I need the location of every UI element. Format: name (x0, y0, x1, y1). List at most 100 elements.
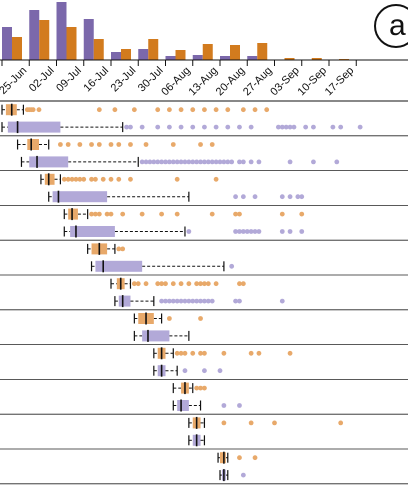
x-tick-label: 02-Jul (27, 65, 57, 95)
outlier-point (311, 159, 316, 165)
outlier-point (272, 420, 277, 426)
outlier-point (283, 124, 289, 130)
iqr-box (44, 173, 55, 185)
outlier-point (186, 298, 192, 304)
box-row (153, 364, 223, 377)
outlier-point (229, 159, 235, 165)
outlier-point (93, 211, 98, 217)
outlier-point (159, 211, 165, 217)
outlier-point (248, 229, 254, 234)
outlier-point (178, 281, 184, 287)
outlier-point (166, 316, 172, 321)
outlier-point (166, 298, 172, 304)
outlier-point (178, 159, 184, 165)
outlier-point (252, 107, 258, 113)
outlier-point (205, 159, 211, 165)
outlier-point (93, 176, 98, 182)
bar (230, 45, 240, 60)
outlier-point (213, 107, 219, 113)
box-row (217, 451, 258, 464)
outlier-point (163, 159, 168, 165)
outlier-point (287, 124, 293, 130)
outlier-point (299, 194, 305, 200)
bar (29, 10, 40, 60)
outlier-point (194, 385, 200, 391)
x-tick-label: 23-Jul (109, 65, 139, 95)
box-row (16, 138, 215, 151)
x-tick-label: 17-Sep (323, 65, 357, 99)
outlier-point (209, 211, 215, 217)
outlier-point (279, 229, 285, 234)
bar (165, 56, 176, 60)
outlier-point (174, 211, 180, 217)
outlier-point (225, 107, 231, 113)
iqr-box (220, 452, 226, 464)
bar (247, 56, 258, 60)
outlier-point (190, 159, 196, 165)
outlier-point (240, 229, 246, 234)
outlier-point (190, 124, 196, 130)
bar (148, 39, 159, 60)
outlier-point (237, 455, 242, 461)
box-chart (0, 103, 408, 485)
outlier-point (182, 159, 188, 165)
outlier-point (89, 176, 94, 182)
outlier-point (159, 281, 165, 287)
x-tick-label: 03-Sep (268, 65, 302, 99)
box-row (153, 347, 293, 360)
outlier-point (213, 159, 219, 165)
bar (284, 58, 295, 60)
outlier-point (143, 142, 149, 147)
outlier-point (108, 176, 114, 182)
outlier-point (163, 281, 168, 287)
outlier-point (139, 124, 145, 130)
outlier-point (202, 281, 207, 287)
outlier-point (73, 176, 79, 182)
outlier-point (131, 281, 137, 287)
outlier-point (240, 281, 246, 287)
outlier-point (205, 281, 211, 287)
x-tick-label: 13-Aug (187, 65, 221, 99)
outlier-point (128, 176, 133, 182)
outlier-point (174, 350, 180, 356)
box-row (40, 173, 219, 186)
outlier-point (248, 420, 254, 426)
outlier-point (295, 194, 301, 200)
bar (192, 55, 203, 60)
iqr-box (7, 121, 61, 133)
outlier-point (202, 385, 207, 391)
outlier-point (36, 107, 42, 113)
x-axis-ticks: 18-Jun25-Jun02-Jul09-Jul16-Jul23-Jul30-J… (0, 60, 357, 99)
panel-label: a (389, 9, 406, 42)
x-tick-label: 06-Aug (159, 65, 193, 99)
bar (202, 44, 213, 60)
bar (2, 27, 12, 60)
outlier-point (139, 211, 145, 217)
outlier-point (170, 159, 176, 165)
outlier-point (279, 298, 285, 304)
outlier-point (155, 159, 161, 165)
box-row (133, 312, 203, 325)
outlier-point (299, 211, 305, 217)
outlier-point (198, 281, 203, 287)
outlier-point (217, 159, 223, 165)
iqr-box (142, 330, 170, 342)
outlier-point (279, 211, 285, 217)
box-row (219, 469, 246, 482)
outlier-point (174, 159, 180, 165)
outlier-point (190, 350, 196, 356)
outlier-point (221, 420, 227, 426)
outlier-point (143, 159, 149, 165)
outlier-point (77, 176, 83, 182)
outlier-point (151, 159, 157, 165)
outlier-point (221, 350, 227, 356)
outlier-point (163, 298, 168, 304)
outlier-point (338, 124, 344, 130)
outlier-point (240, 159, 246, 165)
outlier-point (248, 124, 254, 130)
bar (121, 49, 131, 60)
outlier-point (186, 229, 192, 234)
outlier-point (159, 298, 165, 304)
outlier-point (221, 403, 227, 408)
